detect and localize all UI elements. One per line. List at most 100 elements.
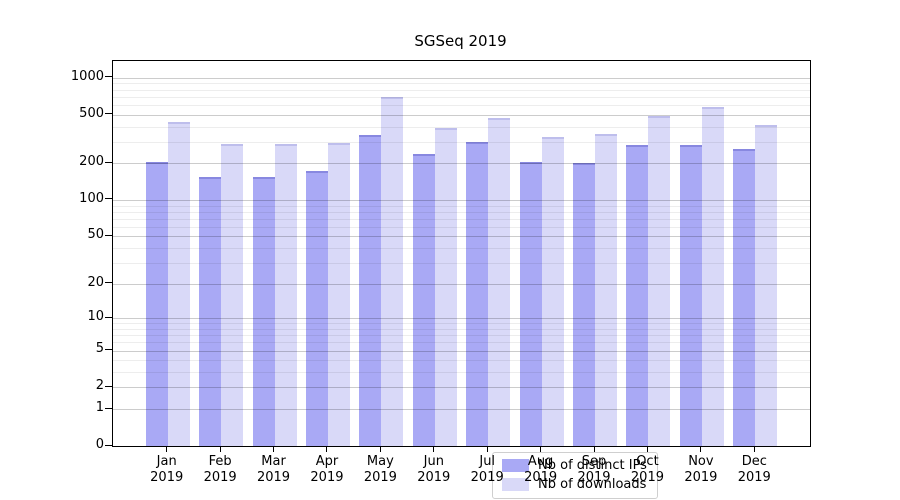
- bar-downloads-apr: [327, 143, 350, 446]
- y-tick-mark: [105, 198, 112, 200]
- gridline-minor: [113, 226, 810, 228]
- x-tick-label-mar: Mar 2019: [256, 454, 291, 485]
- gridline-minor: [113, 211, 810, 213]
- bar-ips-nov: [679, 145, 702, 446]
- x-tick-mark: [646, 446, 648, 452]
- x-tick-mark: [273, 446, 275, 452]
- bar-downloads-feb: [221, 144, 244, 446]
- x-tick-mark: [486, 446, 488, 452]
- y-tick-label: 1000: [70, 68, 104, 84]
- gridline-minor: [113, 141, 810, 143]
- gridline-major: [113, 409, 810, 410]
- gridline-minor: [113, 323, 810, 325]
- x-tick-mark: [379, 446, 381, 452]
- y-tick-mark: [105, 113, 112, 115]
- x-tick-label-feb: Feb 2019: [203, 454, 237, 485]
- bar-ips-dec: [733, 149, 756, 446]
- bar-downloads-nov: [701, 106, 724, 446]
- grid-layer: [113, 61, 810, 446]
- gridline-minor: [113, 328, 810, 330]
- x-tick-label-jan: Jan 2019: [150, 454, 184, 485]
- gridline-major: [113, 114, 810, 116]
- gridline-minor: [113, 360, 810, 362]
- y-tick-label: 500: [79, 105, 104, 121]
- y-tick-label: 0: [95, 437, 104, 452]
- bar-ips-apr: [305, 170, 328, 446]
- bar-ips-sep: [573, 163, 596, 446]
- bar-ips-feb: [199, 177, 222, 446]
- gridline-minor: [113, 218, 810, 220]
- x-tick-label-apr: Apr 2019: [310, 454, 344, 485]
- x-tick-mark: [433, 446, 435, 452]
- bar-downloads-aug: [541, 136, 564, 446]
- gridline-major: [113, 283, 810, 285]
- y-tick-mark: [105, 161, 112, 163]
- legend-label-downloads: Nb of downloads: [538, 477, 647, 492]
- bar-ips-aug: [519, 161, 542, 446]
- x-tick-label-sep: Sep 2019: [577, 454, 611, 485]
- legend-row-downloads: Nb of downloads: [502, 477, 648, 492]
- bar-downloads-may: [381, 96, 404, 446]
- gridline-minor: [113, 96, 810, 98]
- legend-swatch-ips-icon: [502, 459, 529, 472]
- bar-downloads-mar: [274, 144, 297, 446]
- y-tick-mark: [105, 444, 112, 446]
- bars-layer: [113, 61, 810, 446]
- gridline-minor: [113, 126, 810, 128]
- y-tick-mark: [105, 282, 112, 284]
- x-tick-label-may: May 2019: [363, 454, 397, 485]
- chart-title: SGSeq 2019: [414, 32, 507, 50]
- bar-ips-jun: [412, 154, 435, 446]
- x-tick-mark: [593, 446, 595, 452]
- y-tick-mark: [105, 234, 112, 236]
- y-tick-label: 10: [87, 309, 104, 325]
- bar-downloads-sep: [595, 133, 618, 446]
- bar-ips-jul: [466, 141, 489, 446]
- gridline-minor: [113, 104, 810, 106]
- y-tick-label: 1: [95, 400, 104, 416]
- x-tick-mark: [166, 446, 168, 452]
- x-tick-label-aug: Aug 2019: [524, 454, 558, 485]
- y-tick-mark: [105, 76, 112, 78]
- y-tick-label: 2: [95, 378, 104, 394]
- x-tick-label-nov: Nov 2019: [684, 454, 718, 485]
- bar-downloads-dec: [755, 124, 778, 446]
- y-tick-label: 100: [79, 190, 104, 206]
- gridline-major: [113, 350, 810, 352]
- legend-row-ips: Nb of distinct IPs: [502, 458, 648, 473]
- plot-area: Nb of distinct IPs Nb of downloads: [112, 60, 811, 499]
- bar-ips-jan: [145, 161, 168, 446]
- gridline-minor: [113, 248, 810, 249]
- y-tick-label: 20: [87, 274, 104, 290]
- gridline-minor: [113, 335, 810, 337]
- gridline-minor: [113, 83, 810, 85]
- gridline-minor: [113, 262, 810, 264]
- bar-downloads-jul: [488, 118, 511, 446]
- y-tick-label: 200: [79, 154, 104, 170]
- y-tick-label: 50: [87, 227, 104, 243]
- gridline-minor: [113, 205, 810, 207]
- gridline-minor: [113, 372, 810, 374]
- gridline-major: [113, 77, 810, 79]
- y-tick-mark: [105, 385, 112, 387]
- bar-downloads-jun: [434, 128, 457, 446]
- y-tick-mark: [105, 348, 112, 350]
- gridline-minor: [113, 342, 810, 344]
- gridline-major: [113, 200, 810, 201]
- y-tick-mark: [105, 407, 112, 409]
- legend-swatch-downloads-icon: [502, 478, 529, 491]
- legend: Nb of distinct IPs Nb of downloads: [492, 452, 658, 499]
- gridline-major: [113, 163, 810, 165]
- bar-downloads-oct: [648, 116, 671, 446]
- x-tick-mark: [540, 446, 542, 452]
- bar-ips-mar: [252, 176, 275, 446]
- x-tick-label-jul: Jul 2019: [470, 454, 504, 485]
- gridline-major: [113, 387, 810, 389]
- x-tick-label-dec: Dec 2019: [737, 454, 771, 485]
- bar-ips-oct: [626, 145, 649, 446]
- gridline-major: [113, 318, 810, 320]
- x-tick-label-jun: Jun 2019: [417, 454, 451, 485]
- gridline-major: [113, 236, 810, 238]
- x-tick-label-oct: Oct 2019: [630, 454, 664, 485]
